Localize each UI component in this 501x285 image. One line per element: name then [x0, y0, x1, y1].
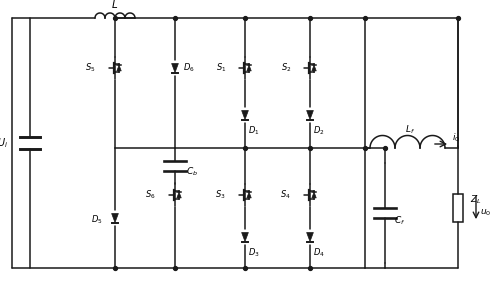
Text: $u_0$: $u_0$ [479, 208, 490, 218]
Text: $S_1$: $S_1$ [215, 62, 225, 74]
Text: $S_6$: $S_6$ [145, 189, 156, 201]
Text: $C_b$: $C_b$ [185, 165, 197, 178]
Polygon shape [171, 64, 178, 72]
Text: $D_6$: $D_6$ [183, 62, 194, 74]
Polygon shape [117, 65, 121, 71]
Text: $U_i$: $U_i$ [0, 136, 8, 150]
Text: $S_2$: $S_2$ [280, 62, 291, 74]
Text: $L_f$: $L_f$ [404, 123, 414, 136]
Text: $S_5$: $S_5$ [85, 62, 96, 74]
Polygon shape [241, 233, 248, 241]
Polygon shape [176, 192, 181, 198]
Polygon shape [246, 65, 250, 71]
Text: $D_4$: $D_4$ [313, 247, 324, 259]
Text: $Z_L$: $Z_L$ [469, 194, 480, 206]
Polygon shape [311, 65, 316, 71]
Text: $S_3$: $S_3$ [215, 189, 225, 201]
Text: $D_3$: $D_3$ [247, 247, 259, 259]
Polygon shape [246, 192, 250, 198]
Polygon shape [311, 192, 316, 198]
Text: $S_4$: $S_4$ [280, 189, 291, 201]
Text: L: L [112, 0, 118, 10]
Text: $D_2$: $D_2$ [313, 125, 324, 137]
Polygon shape [111, 213, 118, 223]
Text: $C_f$: $C_f$ [394, 215, 405, 227]
Polygon shape [241, 111, 248, 119]
Polygon shape [306, 233, 313, 241]
Polygon shape [306, 111, 313, 119]
Text: $D_5$: $D_5$ [91, 214, 103, 226]
Text: $i_0$: $i_0$ [451, 132, 459, 144]
Text: $D_1$: $D_1$ [247, 125, 259, 137]
Bar [452, 194, 462, 222]
